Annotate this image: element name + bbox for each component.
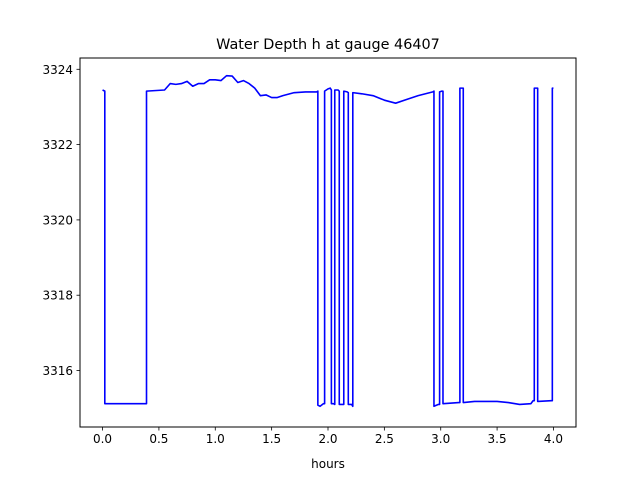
x-tick-label: 4.0 (544, 432, 563, 446)
y-tick-label: 3318 (42, 289, 73, 303)
series-group (102, 74, 554, 408)
x-tick-label: 1.5 (262, 432, 281, 446)
x-tick-label: 3.5 (488, 432, 507, 446)
y-tick-label: 3324 (42, 63, 73, 77)
y-tick-label: 3316 (42, 364, 73, 378)
x-tick-label: 2.0 (318, 432, 337, 446)
x-tick-label: 0.0 (93, 432, 112, 446)
x-tick-label: 2.5 (375, 432, 394, 446)
x-tick-label: 1.0 (206, 432, 225, 446)
chart-title: Water Depth h at gauge 46407 (216, 37, 440, 53)
y-tick-label: 3322 (42, 138, 73, 152)
x-axis-label: hours (311, 457, 345, 471)
x-axis-ticks: 0.0 0.5 1.0 1.5 2.0 2.5 3.0 3.5 4.0 (93, 427, 563, 446)
plot-frame (79, 57, 577, 428)
y-tick-label: 3320 (42, 213, 73, 227)
x-tick-label: 0.5 (149, 432, 168, 446)
series-line-0 (102, 74, 554, 408)
x-tick-label: 3.0 (431, 432, 450, 446)
plot-background (80, 58, 576, 427)
y-axis-ticks: 3316 3318 3320 3322 3324 (42, 63, 80, 378)
